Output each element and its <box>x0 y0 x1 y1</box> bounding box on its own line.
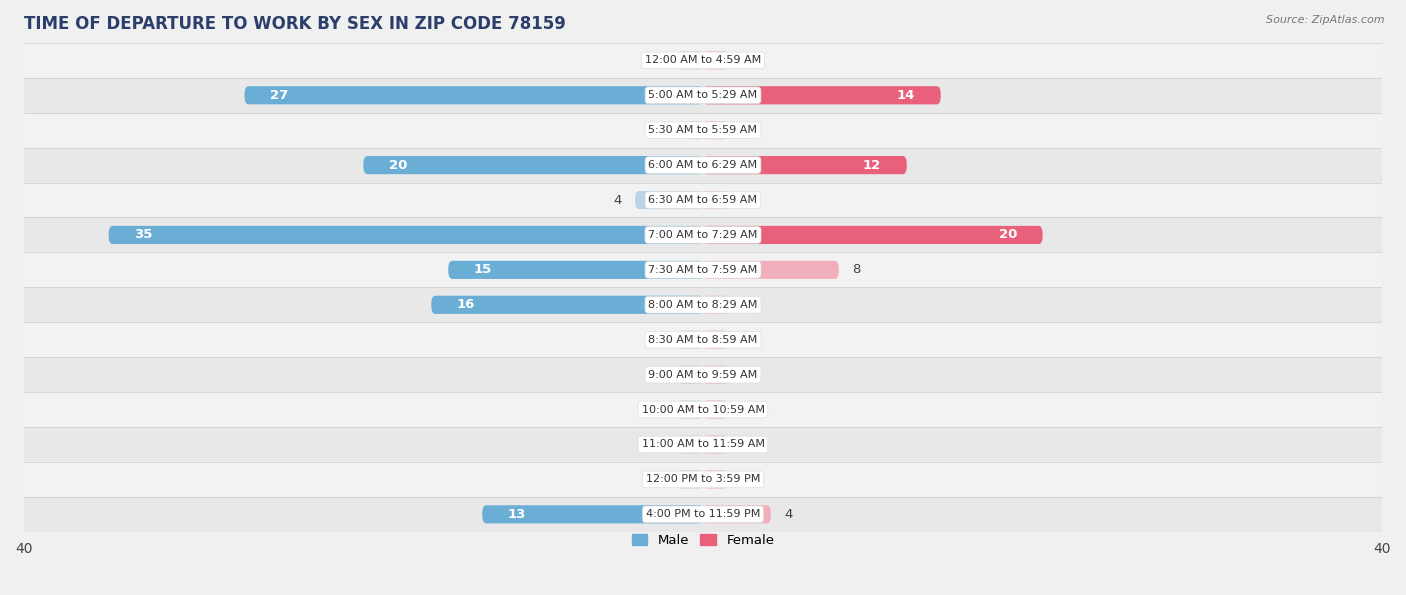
FancyBboxPatch shape <box>678 436 703 453</box>
Text: 1: 1 <box>664 124 672 137</box>
Bar <box>24 78 1382 112</box>
Text: 35: 35 <box>134 228 152 242</box>
Text: 8:00 AM to 8:29 AM: 8:00 AM to 8:29 AM <box>648 300 758 310</box>
FancyBboxPatch shape <box>703 365 728 384</box>
Text: 8:30 AM to 8:59 AM: 8:30 AM to 8:59 AM <box>648 335 758 345</box>
Text: 5:00 AM to 5:29 AM: 5:00 AM to 5:29 AM <box>648 90 758 101</box>
Bar <box>24 497 1382 532</box>
Text: 13: 13 <box>508 508 526 521</box>
Text: 0: 0 <box>742 298 751 311</box>
Text: 0: 0 <box>742 368 751 381</box>
FancyBboxPatch shape <box>686 121 703 139</box>
Text: 12:00 PM to 3:59 PM: 12:00 PM to 3:59 PM <box>645 474 761 484</box>
Text: 0: 0 <box>655 473 664 486</box>
FancyBboxPatch shape <box>703 261 839 279</box>
FancyBboxPatch shape <box>678 470 703 488</box>
Text: 4: 4 <box>613 193 621 206</box>
Text: 0: 0 <box>742 473 751 486</box>
FancyBboxPatch shape <box>703 505 770 524</box>
FancyBboxPatch shape <box>703 296 728 314</box>
Text: 0: 0 <box>742 193 751 206</box>
FancyBboxPatch shape <box>703 226 1043 244</box>
FancyBboxPatch shape <box>245 86 703 104</box>
Legend: Male, Female: Male, Female <box>626 528 780 552</box>
Text: 0: 0 <box>655 368 664 381</box>
Text: 0: 0 <box>742 333 751 346</box>
Text: 5:30 AM to 5:59 AM: 5:30 AM to 5:59 AM <box>648 125 758 135</box>
Text: TIME OF DEPARTURE TO WORK BY SEX IN ZIP CODE 78159: TIME OF DEPARTURE TO WORK BY SEX IN ZIP … <box>24 15 565 33</box>
Text: Source: ZipAtlas.com: Source: ZipAtlas.com <box>1267 15 1385 25</box>
FancyBboxPatch shape <box>678 365 703 384</box>
Text: 0: 0 <box>742 54 751 67</box>
FancyBboxPatch shape <box>636 191 703 209</box>
FancyBboxPatch shape <box>678 51 703 70</box>
Text: 4: 4 <box>785 508 793 521</box>
FancyBboxPatch shape <box>432 296 703 314</box>
Bar <box>24 252 1382 287</box>
Bar <box>24 218 1382 252</box>
Bar <box>24 148 1382 183</box>
Text: 0: 0 <box>742 124 751 137</box>
FancyBboxPatch shape <box>363 156 703 174</box>
Text: 27: 27 <box>270 89 288 102</box>
Text: 0: 0 <box>655 438 664 451</box>
Text: 0: 0 <box>655 333 664 346</box>
Bar <box>24 427 1382 462</box>
Text: 20: 20 <box>389 159 408 171</box>
Text: 7:30 AM to 7:59 AM: 7:30 AM to 7:59 AM <box>648 265 758 275</box>
Text: 14: 14 <box>897 89 915 102</box>
Bar <box>24 112 1382 148</box>
Bar <box>24 357 1382 392</box>
Text: 16: 16 <box>457 298 475 311</box>
FancyBboxPatch shape <box>703 121 728 139</box>
Bar <box>24 462 1382 497</box>
FancyBboxPatch shape <box>482 505 703 524</box>
Text: 12: 12 <box>863 159 882 171</box>
Text: 0: 0 <box>742 403 751 416</box>
Text: 7:00 AM to 7:29 AM: 7:00 AM to 7:29 AM <box>648 230 758 240</box>
Text: 6:00 AM to 6:29 AM: 6:00 AM to 6:29 AM <box>648 160 758 170</box>
Text: 0: 0 <box>655 54 664 67</box>
Text: 6:30 AM to 6:59 AM: 6:30 AM to 6:59 AM <box>648 195 758 205</box>
Bar <box>24 43 1382 78</box>
Bar <box>24 287 1382 322</box>
FancyBboxPatch shape <box>703 331 728 349</box>
Text: 0: 0 <box>655 403 664 416</box>
FancyBboxPatch shape <box>703 86 941 104</box>
Text: 15: 15 <box>474 264 492 276</box>
Text: 9:00 AM to 9:59 AM: 9:00 AM to 9:59 AM <box>648 369 758 380</box>
Text: 11:00 AM to 11:59 AM: 11:00 AM to 11:59 AM <box>641 440 765 449</box>
Text: 8: 8 <box>852 264 860 276</box>
Text: 0: 0 <box>742 438 751 451</box>
Bar <box>24 322 1382 357</box>
Text: 12:00 AM to 4:59 AM: 12:00 AM to 4:59 AM <box>645 55 761 65</box>
Bar <box>24 392 1382 427</box>
FancyBboxPatch shape <box>703 400 728 419</box>
FancyBboxPatch shape <box>678 331 703 349</box>
FancyBboxPatch shape <box>108 226 703 244</box>
FancyBboxPatch shape <box>678 400 703 419</box>
FancyBboxPatch shape <box>703 51 728 70</box>
Bar <box>24 183 1382 218</box>
Text: 4:00 PM to 11:59 PM: 4:00 PM to 11:59 PM <box>645 509 761 519</box>
FancyBboxPatch shape <box>703 436 728 453</box>
Text: 20: 20 <box>998 228 1017 242</box>
Text: 10:00 AM to 10:59 AM: 10:00 AM to 10:59 AM <box>641 405 765 415</box>
FancyBboxPatch shape <box>703 191 728 209</box>
FancyBboxPatch shape <box>449 261 703 279</box>
FancyBboxPatch shape <box>703 156 907 174</box>
FancyBboxPatch shape <box>703 470 728 488</box>
